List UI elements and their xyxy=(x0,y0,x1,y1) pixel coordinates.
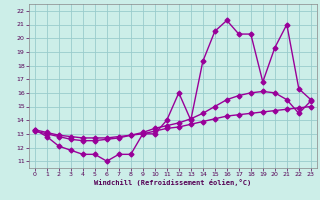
X-axis label: Windchill (Refroidissement éolien,°C): Windchill (Refroidissement éolien,°C) xyxy=(94,179,252,186)
